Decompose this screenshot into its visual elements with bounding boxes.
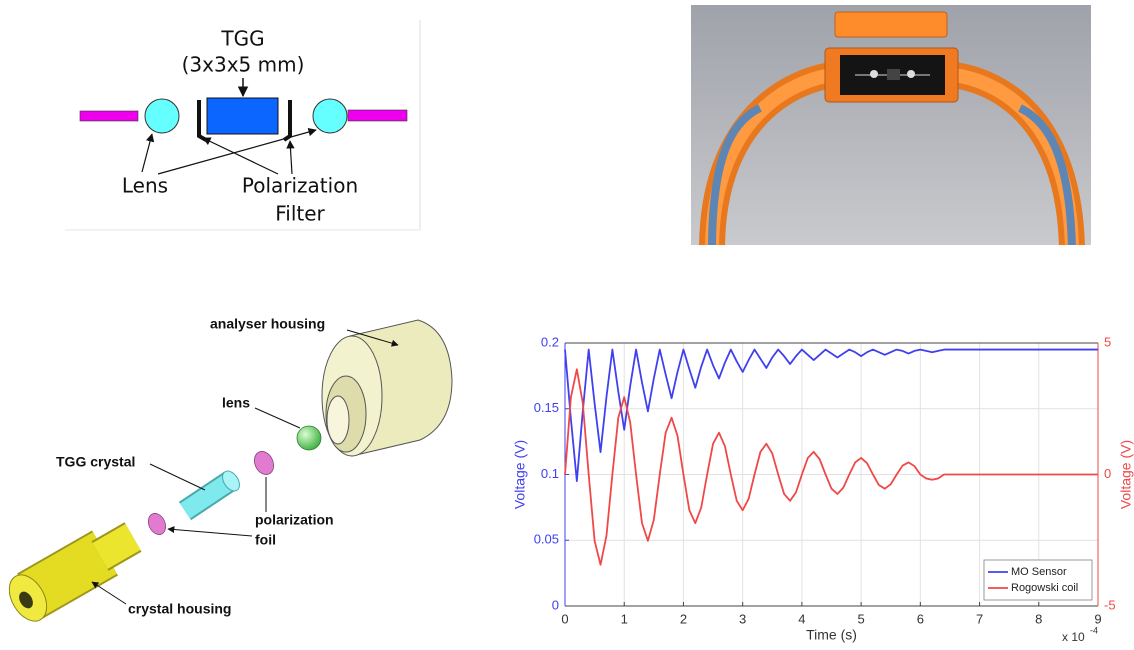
y-tick-label: 0.1 — [541, 466, 559, 481]
lens-label: lens — [222, 395, 250, 411]
x-tick-label: 7 — [976, 611, 983, 626]
x-tick-label: 8 — [1035, 611, 1042, 626]
filter-label: Filter — [275, 202, 325, 226]
tgg-crystal — [207, 98, 278, 134]
lens — [145, 99, 179, 133]
polarizer — [284, 100, 290, 140]
foil-label: foil — [255, 532, 276, 548]
schematic-title: TGG — [220, 27, 264, 51]
photo — [691, 5, 1091, 250]
arrow — [142, 134, 152, 172]
leader-line — [255, 408, 300, 428]
x-tick-label: 2 — [680, 611, 687, 626]
legend-label: MO Sensor — [1011, 566, 1067, 578]
y2-tick-label: 5 — [1104, 334, 1111, 349]
x-offset-exponent: -4 — [1090, 625, 1098, 635]
lens — [907, 70, 915, 78]
analyser-housing-bore — [327, 396, 349, 444]
crystal-label: TGG crystal — [56, 454, 135, 470]
x-tick-label: 9 — [1094, 611, 1101, 626]
arrow — [290, 141, 292, 174]
polarizer — [199, 100, 206, 140]
x-axis-label: Time (s) — [806, 627, 857, 643]
polarization-foil — [251, 448, 277, 477]
y-tick-label: 0.15 — [534, 400, 559, 415]
leader-line — [168, 529, 252, 536]
tgg-crystal — [185, 481, 230, 511]
figure: TGG (3x3x5 mm) Lens Polarization Filter — [0, 0, 1134, 650]
leader-line — [92, 582, 126, 604]
lid — [835, 12, 947, 37]
y-tick-label: 0 — [552, 597, 559, 612]
y2-tick-label: 0 — [1104, 466, 1111, 481]
lens — [313, 99, 347, 133]
polarization-foil — [145, 511, 169, 538]
y-tick-label: 0.2 — [541, 334, 559, 349]
x-tick-label: 5 — [857, 611, 864, 626]
x-tick-label: 4 — [798, 611, 805, 626]
lens — [297, 426, 321, 450]
schematic: TGG (3x3x5 mm) Lens Polarization Filter — [65, 20, 420, 230]
foil-label: polarization — [255, 512, 334, 528]
x-tick-label: 6 — [917, 611, 924, 626]
fiber — [348, 110, 407, 121]
fiber — [80, 111, 138, 121]
lens-label: Lens — [122, 174, 168, 198]
exploded-view: analyser housing lens TGG crystal polari… — [2, 316, 452, 628]
x-tick-label: 0 — [561, 611, 568, 626]
x-tick-label: 3 — [739, 611, 746, 626]
x-offset-label: x 10 — [1062, 630, 1085, 644]
analyser-label: analyser housing — [210, 316, 325, 332]
y-tick-label: 0.05 — [534, 532, 559, 547]
lens — [870, 70, 878, 78]
legend-label: Rogowski coil — [1011, 582, 1078, 594]
arrow — [158, 130, 316, 174]
leader-line — [150, 464, 205, 490]
housing-label: crystal housing — [128, 601, 231, 617]
schematic-subtitle: (3x3x5 mm) — [182, 53, 305, 77]
y2-axis-label: Voltage (V) — [1118, 440, 1134, 509]
x-tick-label: 1 — [621, 611, 628, 626]
crystal-housing — [100, 537, 133, 556]
filter-label: Polarization — [242, 174, 358, 198]
y-axis-label: Voltage (V) — [512, 440, 528, 509]
crystal — [887, 69, 900, 80]
y2-tick-label: -5 — [1104, 597, 1116, 612]
